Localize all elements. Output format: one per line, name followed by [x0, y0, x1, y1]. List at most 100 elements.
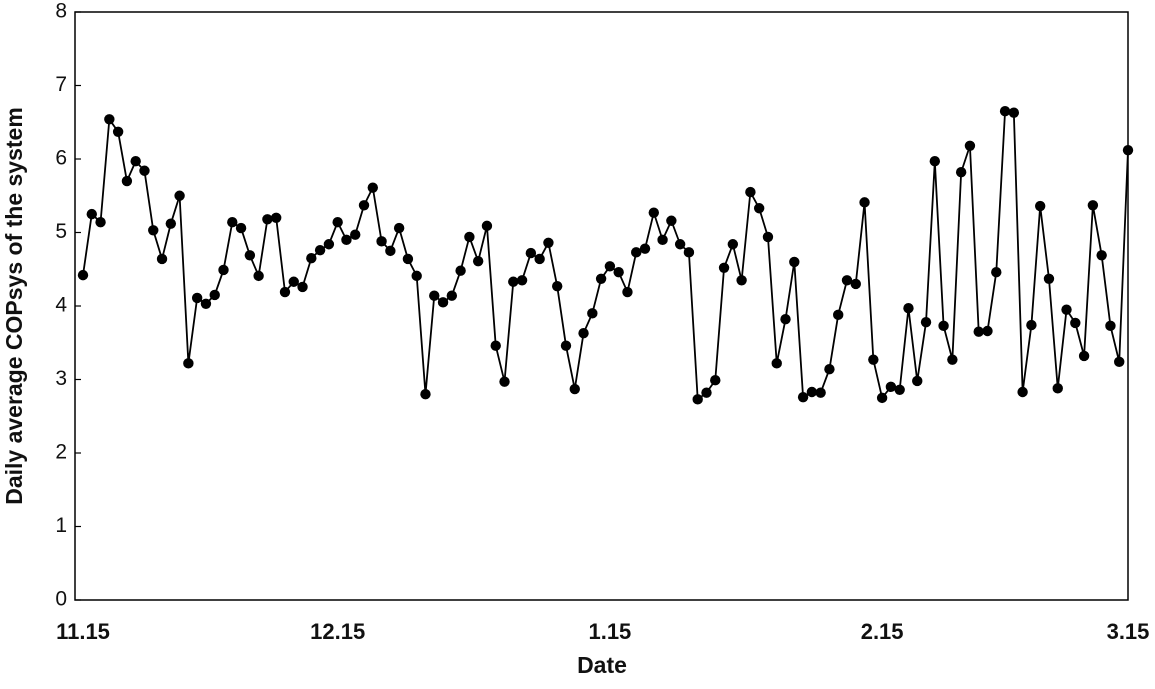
data-point: [736, 275, 747, 286]
data-point: [560, 340, 572, 351]
data-point: [86, 208, 97, 220]
data-point: [1070, 317, 1081, 329]
data-point: [868, 354, 879, 365]
data-point: [999, 106, 1011, 117]
y-tick-label: 3: [55, 367, 67, 390]
data-point: [710, 375, 721, 386]
data-point: [947, 354, 958, 365]
y-axis-label: Daily average COPsys of the system: [1, 107, 27, 505]
x-axis-label: Date: [577, 652, 627, 678]
data-point: [121, 175, 133, 187]
data-point: [139, 165, 150, 176]
data-point: [1043, 273, 1055, 285]
data-point: [973, 326, 984, 337]
x-tick-label: 11.15: [56, 619, 110, 644]
data-point: [262, 214, 273, 225]
data-point: [525, 247, 537, 259]
y-tick-label: 4: [55, 294, 67, 317]
data-point: [358, 200, 370, 211]
data-point: [929, 156, 941, 167]
data-point: [639, 243, 651, 254]
data-line: [82, 110, 1129, 402]
data-point: [209, 289, 220, 301]
data-point: [920, 316, 932, 328]
data-point: [279, 286, 291, 298]
data-point: [314, 244, 326, 256]
data-point: [815, 387, 826, 398]
data-point: [982, 325, 993, 337]
x-tick-label: 3.15: [1107, 619, 1150, 644]
data-point: [595, 273, 607, 285]
data-point: [903, 303, 914, 314]
data-point: [543, 237, 554, 248]
data-point: [552, 280, 563, 292]
data-point: [1052, 383, 1063, 394]
data-point: [446, 290, 458, 301]
y-tick-label: 6: [55, 147, 67, 170]
data-point: [1061, 304, 1072, 315]
data-point: [1078, 350, 1090, 362]
data-point: [270, 212, 282, 223]
y-tick-label: 7: [55, 73, 67, 96]
data-point: [481, 220, 493, 232]
plot-frame: [74, 11, 1129, 601]
data-point: [472, 255, 484, 267]
data-point: [991, 266, 1002, 278]
data-point: [1122, 144, 1134, 156]
data-point: [1114, 356, 1125, 368]
data-point: [464, 231, 475, 243]
data-point: [674, 239, 686, 250]
data-point: [104, 114, 115, 125]
data-point: [1105, 320, 1116, 332]
data-point: [622, 286, 633, 298]
data-point: [174, 190, 185, 201]
data-point: [411, 270, 422, 282]
data-point: [841, 275, 853, 286]
data-point: [1034, 200, 1046, 212]
data-point: [341, 234, 352, 246]
data-point: [130, 156, 141, 167]
data-point: [569, 383, 580, 395]
data-point: [587, 308, 598, 319]
data-point: [797, 391, 809, 403]
data-point: [824, 364, 835, 375]
data-point: [657, 234, 668, 246]
data-point: [77, 269, 89, 281]
data-point: [253, 270, 264, 282]
x-tick-label: 12.15: [310, 619, 365, 644]
data-point: [1096, 250, 1107, 261]
data-point: [604, 261, 616, 272]
data-point: [938, 320, 949, 332]
data-point: [1017, 386, 1028, 398]
data-point: [631, 247, 642, 258]
data-point: [894, 384, 905, 395]
data-point: [191, 292, 203, 304]
data-point: [420, 389, 431, 400]
y-tick-label: 8: [55, 0, 67, 23]
data-point: [850, 278, 861, 290]
data-point: [323, 239, 335, 250]
data-point: [753, 203, 765, 214]
data-point: [912, 375, 923, 387]
data-point: [288, 276, 299, 287]
data-point: [885, 381, 897, 393]
data-point: [789, 256, 800, 268]
data-point: [376, 236, 387, 247]
data-point: [833, 309, 844, 321]
data-point: [437, 297, 449, 308]
x-tick-label: 1.15: [588, 619, 631, 644]
data-point: [876, 392, 888, 404]
data-point: [578, 327, 589, 339]
data-point: [148, 225, 159, 236]
x-tick-label: 2.15: [861, 619, 904, 644]
data-point: [613, 266, 624, 278]
data-point: [385, 245, 396, 257]
data-point: [1008, 107, 1020, 118]
data-point: [218, 264, 229, 276]
data-point: [762, 231, 774, 243]
data-point: [534, 253, 545, 265]
data-point: [955, 167, 967, 178]
data-point: [235, 222, 247, 234]
data-point: [780, 314, 791, 325]
